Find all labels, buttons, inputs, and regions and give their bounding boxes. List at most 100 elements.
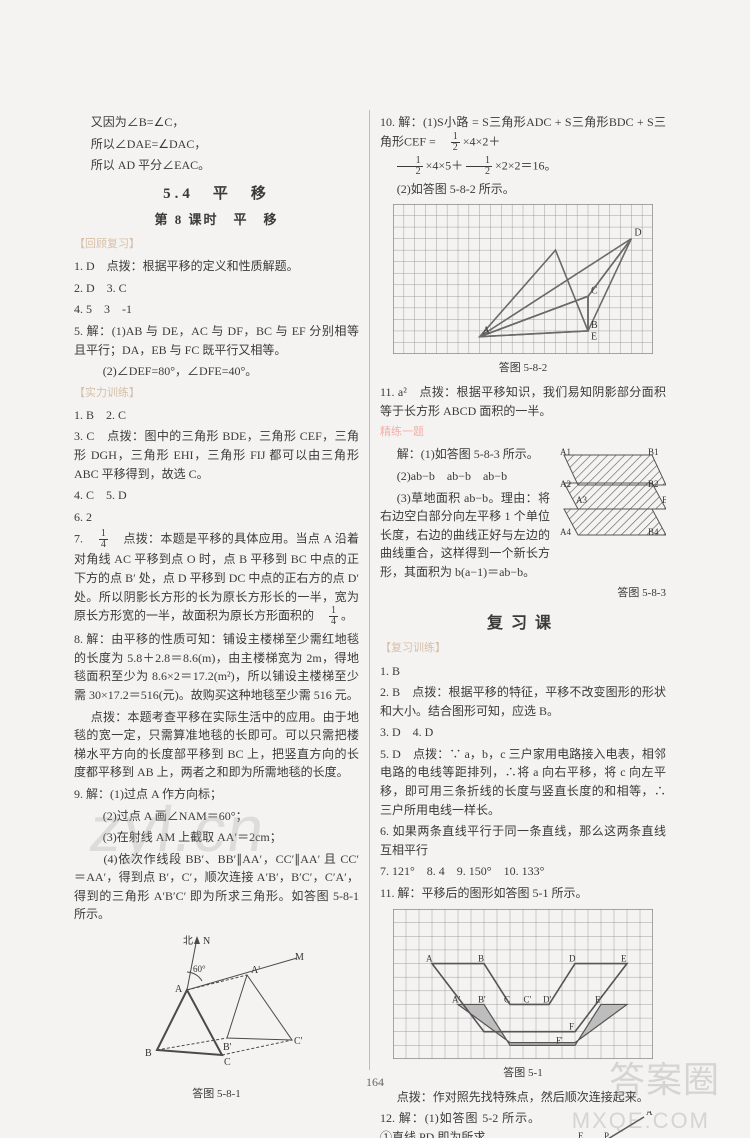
left-a-4: 5. 解：(1)AB 与 DE，AC 与 DF，BC 与 EF 分别相等且平行；… <box>74 322 359 359</box>
page: 又因为∠B=∠C， 所以∠DAE=∠DAC， 所以 AD 平分∠EAC。 5.4… <box>70 110 680 1070</box>
svg-text:A': A' <box>452 994 460 1004</box>
svg-text:A: A <box>483 326 491 337</box>
left-item-8-note: 点拨：本题考查平移在实际生活中的应用。由于地毯的宽一定，只需算准地毯的长即可。可… <box>74 708 359 782</box>
svg-text:D': D' <box>543 994 551 1004</box>
svg-text:D: D <box>569 953 576 963</box>
item7-frac2-d: 4 <box>329 617 338 627</box>
r10-c: ×4×5＋ <box>426 158 464 172</box>
rev-2: 2. B 点拨：根据平移的特征，平移不改变图形的形状和大小。结合图形可知，应选 … <box>380 683 666 720</box>
svg-text:A: A <box>646 1111 653 1117</box>
r10-f3-n: 1 <box>466 156 492 167</box>
svg-text:E: E <box>591 332 597 343</box>
item7-num: 7. <box>74 532 96 546</box>
svg-text:北: 北 <box>183 935 193 947</box>
svg-text:B': B' <box>478 994 486 1004</box>
pre-line-3: 所以 AD 平分∠EAC。 <box>74 156 359 175</box>
left-b-1: 1. B 2. C <box>74 406 359 425</box>
r10-f1: 1 2 <box>451 132 460 153</box>
tag-review: 【复习训练】 <box>380 640 666 657</box>
r10-f3-d: 2 <box>466 167 492 177</box>
svg-text:A4: A4 <box>560 527 571 537</box>
left-a-1: 1. D 点拨：根据平移的定义和性质解题。 <box>74 257 359 276</box>
svg-text:N: N <box>203 936 210 947</box>
svg-text:A: A <box>175 984 183 995</box>
tag-top: 精练一题 <box>380 424 666 441</box>
section-title-5-4: 5.4 平 移 <box>74 183 359 206</box>
figure-5-8-3-caption: 答图 5-8-3 <box>380 585 666 602</box>
svg-text:D: D <box>634 228 641 239</box>
svg-text:C': C' <box>524 994 532 1004</box>
r10-f1-d: 2 <box>451 143 460 153</box>
svg-text:F': F' <box>556 1035 563 1045</box>
page-number: 164 <box>0 1073 750 1092</box>
right-item-11: 11. a² 点拨：根据平移知识，我们易知阴影部分面积等于长方形 ABCD 面积… <box>380 383 666 420</box>
left-a-3: 4. 5 3 -1 <box>74 300 359 319</box>
svg-text:B4: B4 <box>648 527 659 537</box>
rev-1: 1. B <box>380 662 666 681</box>
svg-text:E: E <box>578 1131 584 1138</box>
r10-f2: 1 2 <box>397 156 423 177</box>
svg-text:B3: B3 <box>662 495 666 505</box>
item7-frac2: 1 4 <box>329 606 338 627</box>
figure-5-8-2: A B C D E <box>393 204 653 354</box>
svg-text:A: A <box>426 953 433 963</box>
figure-5-1: A B C C' D D' E E' F F' A' B' <box>393 909 653 1059</box>
r10-f1-n: 1 <box>451 132 460 143</box>
left-item-9-2: (2)过点 A 画∠NAM＝60°； <box>74 807 359 826</box>
svg-text:A1: A1 <box>560 447 571 457</box>
right-item-10-line2: 1 2 ×4×5＋ 1 2 ×2×2＝16。 <box>380 156 666 177</box>
svg-text:B: B <box>591 320 598 331</box>
r10-b: ×4×2＋ <box>463 134 501 148</box>
item7-frac-d: 4 <box>99 540 108 550</box>
svg-text:A2: A2 <box>560 479 571 489</box>
rev-3: 3. D 4. D <box>380 723 666 742</box>
svg-text:C': C' <box>294 1036 303 1047</box>
left-b-2: 3. C 点拨：图中的三角形 BDE，三角形 CEF，三角形 DGH，三角形 E… <box>74 427 359 483</box>
svg-text:E: E <box>621 953 627 963</box>
svg-text:C: C <box>224 1057 231 1068</box>
svg-text:B: B <box>145 1048 152 1059</box>
pre-line-1: 又因为∠B=∠C， <box>74 113 359 132</box>
left-item-8: 8. 解：由平移的性质可知：铺设主楼梯至少需红地毯的长度为 5.8＋2.8＝8.… <box>74 630 359 704</box>
r10-a: 10. 解：(1)S小路 = S三角形ADC + S三角形BDC + S三角形C… <box>380 115 666 148</box>
right-item-10-sub2: (2)如答图 5-8-2 所示。 <box>380 180 666 199</box>
svg-text:A3: A3 <box>576 495 587 505</box>
rev-5: 6. 如果两条直线平行于同一条直线，那么这两条直线互相平行 <box>380 822 666 859</box>
left-item-9-3: (3)在射线 AM 上截取 AA′＝2cm； <box>74 828 359 847</box>
svg-text:B': B' <box>223 1042 232 1053</box>
left-item-7: 7. 1 4 点拨：本题是平移的具体应用。当点 A 沿着对角线 AC 平移到点 … <box>74 529 359 627</box>
rev-6: 7. 121° 8. 4 9. 150° 10. 133° <box>380 862 666 881</box>
left-column: 又因为∠B=∠C， 所以∠DAE=∠DAC， 所以 AD 平分∠EAC。 5.4… <box>70 110 370 1070</box>
r10-f2-d: 2 <box>397 167 423 177</box>
tag-practice: 【实力训练】 <box>74 385 359 402</box>
left-b-4: 6. 2 <box>74 508 359 527</box>
svg-text:60°: 60° <box>193 964 206 974</box>
svg-text:A': A' <box>251 965 260 976</box>
right-item-10-line1: 10. 解：(1)S小路 = S三角形ADC + S三角形BDC + S三角形C… <box>380 113 666 153</box>
r10-d: ×2×2＝16。 <box>495 158 557 172</box>
left-a-2: 2. D 3. C <box>74 279 359 298</box>
svg-text:F: F <box>569 1021 574 1031</box>
svg-text:P: P <box>604 1131 609 1138</box>
svg-text:M: M <box>295 952 304 963</box>
svg-text:C: C <box>504 994 510 1004</box>
left-a-5: (2)∠DEF=80°，∠DFE=40°。 <box>74 362 359 381</box>
left-b-3: 4. C 5. D <box>74 486 359 505</box>
review-title: 复习课 <box>380 612 666 637</box>
figure-5-2: ABCDEFP <box>546 1111 666 1138</box>
svg-text:B2: B2 <box>648 479 659 489</box>
figure-5-8-2-caption: 答图 5-8-2 <box>380 360 666 377</box>
item7-tail: 。 <box>341 608 353 622</box>
r10-f2-n: 1 <box>397 156 423 167</box>
rev-4: 5. D 点拨：∵ a，b，c 三户家用电路接入电表，相邻电路的电线等距排列，∴… <box>380 745 666 819</box>
rev-7: 11. 解：平移后的图形如答图 5-1 所示。 <box>380 884 666 903</box>
svg-text:B1: B1 <box>648 447 659 457</box>
svg-text:B: B <box>478 953 484 963</box>
left-item-9-1: 9. 解：(1)过点 A 作方向标； <box>74 785 359 804</box>
left-item-9-4: (4)依次作线段 BB′、BB′∥AA′，CC′∥AA′ 且 CC′＝AA′，得… <box>74 850 359 924</box>
svg-text:E': E' <box>595 994 602 1004</box>
item7-frac: 1 4 <box>99 529 108 550</box>
item7-text: 点拨：本题是平移的具体应用。当点 A 沿着对角线 AC 平移到点 O 时，点 B… <box>74 532 359 623</box>
svg-text:C: C <box>591 285 598 296</box>
pre-line-2: 所以∠DAE=∠DAC， <box>74 135 359 154</box>
